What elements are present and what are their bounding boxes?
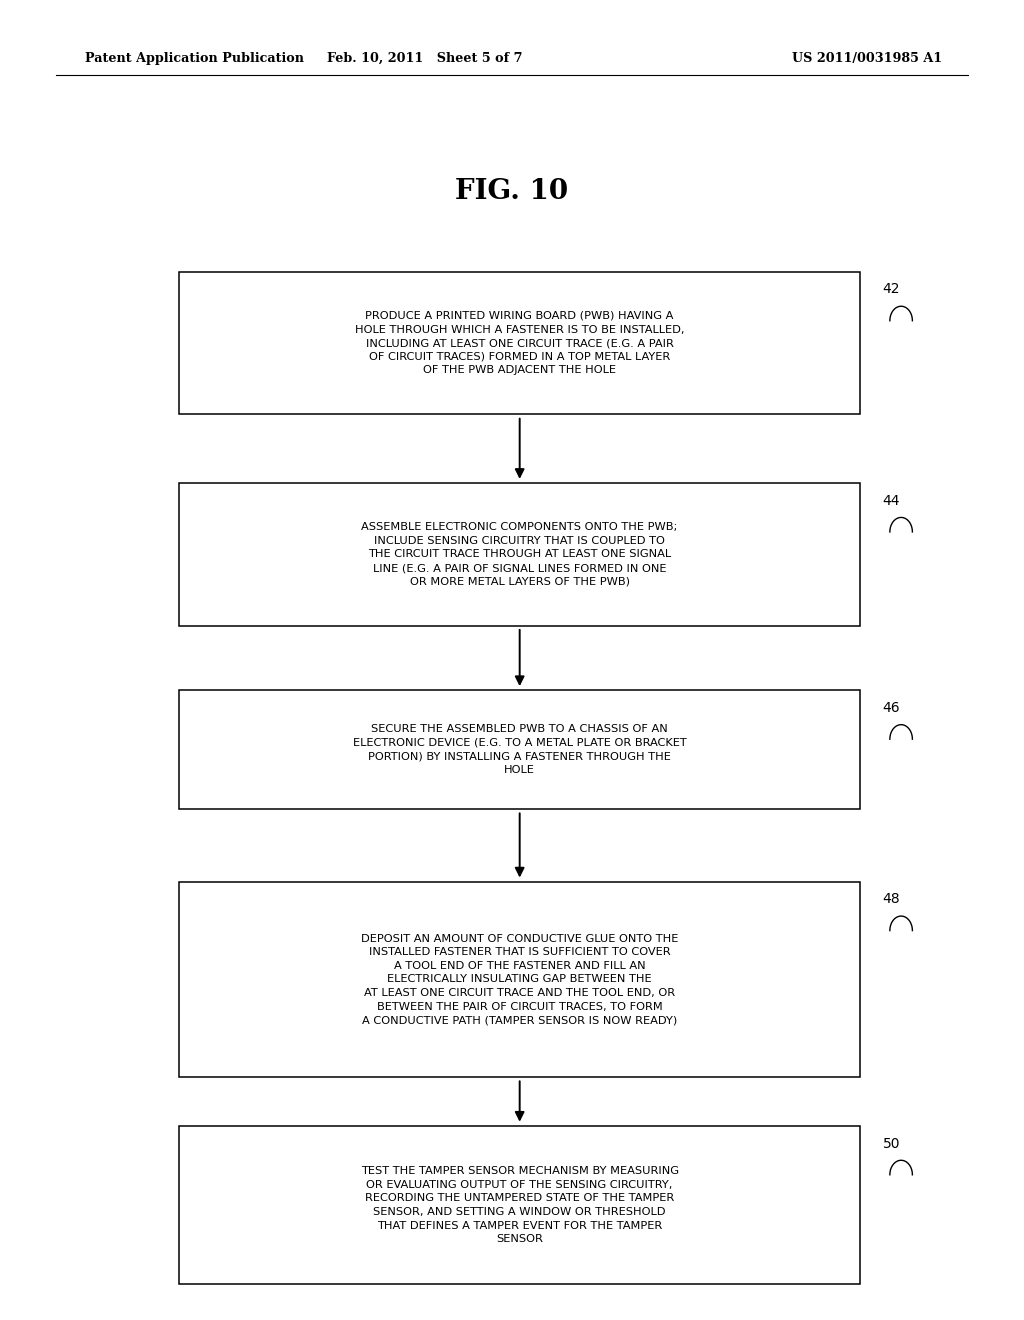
Text: DEPOSIT AN AMOUNT OF CONDUCTIVE GLUE ONTO THE
INSTALLED FASTENER THAT IS SUFFICI: DEPOSIT AN AMOUNT OF CONDUCTIVE GLUE ONT… <box>361 933 678 1026</box>
Text: 46: 46 <box>883 701 900 715</box>
Bar <box>179 272 860 414</box>
Bar <box>179 690 860 809</box>
Text: PRODUCE A PRINTED WIRING BOARD (PWB) HAVING A
HOLE THROUGH WHICH A FASTENER IS T: PRODUCE A PRINTED WIRING BOARD (PWB) HAV… <box>355 312 684 375</box>
Text: Feb. 10, 2011   Sheet 5 of 7: Feb. 10, 2011 Sheet 5 of 7 <box>328 53 522 65</box>
Text: 50: 50 <box>883 1137 900 1151</box>
Text: 48: 48 <box>883 892 900 907</box>
Text: US 2011/0031985 A1: US 2011/0031985 A1 <box>792 53 942 65</box>
Text: TEST THE TAMPER SENSOR MECHANISM BY MEASURING
OR EVALUATING OUTPUT OF THE SENSIN: TEST THE TAMPER SENSOR MECHANISM BY MEAS… <box>360 1166 679 1245</box>
Text: Patent Application Publication: Patent Application Publication <box>85 53 304 65</box>
Text: SECURE THE ASSEMBLED PWB TO A CHASSIS OF AN
ELECTRONIC DEVICE (E.G. TO A METAL P: SECURE THE ASSEMBLED PWB TO A CHASSIS OF… <box>353 725 686 775</box>
Bar <box>179 483 860 626</box>
Text: 42: 42 <box>883 282 900 297</box>
Text: 44: 44 <box>883 494 900 508</box>
Bar <box>179 1126 860 1284</box>
Bar <box>179 882 860 1077</box>
Text: ASSEMBLE ELECTRONIC COMPONENTS ONTO THE PWB;
INCLUDE SENSING CIRCUITRY THAT IS C: ASSEMBLE ELECTRONIC COMPONENTS ONTO THE … <box>361 523 678 586</box>
Text: FIG. 10: FIG. 10 <box>456 178 568 205</box>
